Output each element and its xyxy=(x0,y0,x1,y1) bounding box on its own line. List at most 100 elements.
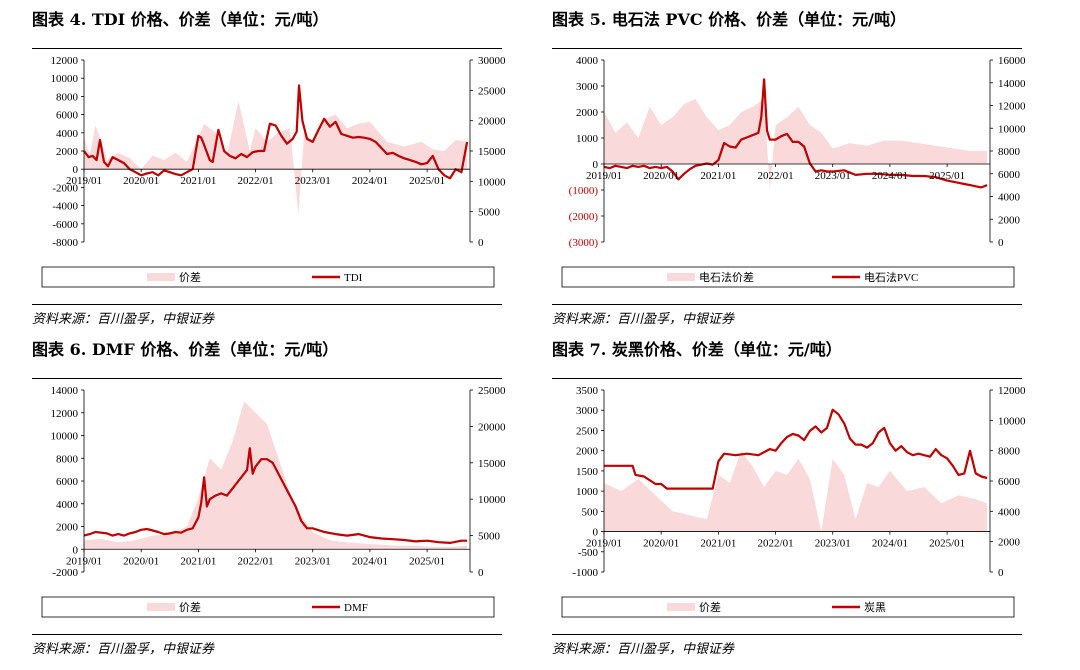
right-axis-tick-label: 0 xyxy=(478,237,484,249)
legend-box xyxy=(41,266,495,288)
source-rule xyxy=(32,634,502,635)
right-axis-tick-label: 4000 xyxy=(998,506,1021,518)
x-axis-tick-label: 2023/01 xyxy=(815,170,851,182)
legend-label: 价差 xyxy=(699,600,721,614)
chart-tdi: 12000 10000 8000 6000 4000 20000 -2000 -4000 -60… xyxy=(41,55,506,288)
x-axis-tick-label: 2020/01 xyxy=(123,175,159,187)
left-axis-tick-label: (1000) xyxy=(569,185,599,197)
x-axis-tick-label: 2024/01 xyxy=(352,175,388,187)
x-axis-tick-label: 2023/01 xyxy=(295,175,331,187)
x-axis-tick-label: 2024/01 xyxy=(352,555,388,567)
left-axis-tick-label: 10000 xyxy=(51,73,79,85)
right-axis-tick-label: 15000 xyxy=(478,458,506,470)
legend-box xyxy=(561,596,1015,618)
x-axis-tick-label: 2025/01 xyxy=(409,175,445,187)
right-axis-tick-label: 8000 xyxy=(998,446,1021,458)
left-axis-tick-label: 4000 xyxy=(56,499,79,511)
right-axis-tick-label: 25000 xyxy=(478,85,506,97)
left-axis-tick-label: 4000 xyxy=(56,128,79,140)
title-rule xyxy=(32,48,502,49)
series-area-0 xyxy=(604,450,988,532)
source-rule xyxy=(552,634,1022,635)
chart-pvc: 40003000200010000(1000)(2000)(3000)16000… xyxy=(561,55,1026,288)
series-area-0 xyxy=(84,100,468,215)
chart-panel-tdi: 图表 4. TDI 价格、价差（单位：元/吨） 12000 10000 8000 60… xyxy=(32,10,512,340)
right-axis-tick-label: 10000 xyxy=(478,176,506,188)
source-note: 资料来源：百川盈孚，中银证券 xyxy=(32,312,215,327)
left-axis-tick-label: 12000 xyxy=(51,408,79,420)
x-axis-tick-label: 2020/01 xyxy=(123,555,159,567)
left-axis-tick-label: (3000) xyxy=(569,237,599,249)
right-axis-tick-label: 20000 xyxy=(478,116,506,128)
right-axis-tick-label: 14000 xyxy=(998,78,1026,90)
x-axis-tick-label: 2019/01 xyxy=(586,538,622,550)
chart-panel-carbon-black: 图表 7. 炭黑价格、价差（单位：元/吨） 3500 3000 2500 2000 15… xyxy=(552,340,1032,670)
right-axis-tick-label: 0 xyxy=(478,567,484,579)
left-axis-tick-label: 14000 xyxy=(51,385,79,397)
series-line-1 xyxy=(83,84,469,180)
source-note: 资料来源：百川盈孚，中银证券 xyxy=(552,312,735,327)
legend-label: 价差 xyxy=(179,270,201,284)
left-axis-tick-label: 3000 xyxy=(576,405,599,417)
right-axis-tick-label: 2000 xyxy=(998,214,1021,226)
left-axis-tick-label: -500 xyxy=(578,547,599,559)
x-axis-tick-label: 2022/01 xyxy=(758,538,794,550)
right-axis-tick-label: 8000 xyxy=(998,146,1021,158)
left-axis-tick-label: 6000 xyxy=(56,110,79,122)
left-axis-tick-label: 12000 xyxy=(51,55,79,67)
left-axis-tick-label: 8000 xyxy=(56,453,79,465)
left-axis-tick-label: 1000 xyxy=(576,486,599,498)
right-axis-tick-label: 5000 xyxy=(478,531,501,543)
left-axis-tick-label: -6000 xyxy=(52,219,78,231)
series-line-1 xyxy=(83,447,468,544)
left-axis-tick-label: -8000 xyxy=(52,237,78,249)
right-axis-tick-label: 10000 xyxy=(998,415,1026,427)
chart-panel-pvc: 图表 5. 电石法 PVC 价格、价差（单位：元/吨） 4000 3000 2000… xyxy=(552,10,1032,340)
x-axis-tick-label: 2021/01 xyxy=(700,538,736,550)
left-axis-tick-label: -4000 xyxy=(52,201,78,213)
legend-swatch-area xyxy=(147,603,175,611)
right-axis-tick-label: 0 xyxy=(998,567,1004,579)
series-line-1 xyxy=(603,78,988,189)
right-axis-tick-label: 2000 xyxy=(998,537,1021,549)
left-axis-tick-label: 0 xyxy=(73,544,79,556)
x-axis-tick-label: 2022/01 xyxy=(758,170,794,182)
legend-swatch-area xyxy=(667,273,695,281)
legend-box xyxy=(41,596,495,618)
right-axis-tick-label: 15000 xyxy=(478,146,506,158)
left-axis-tick-label: -2000 xyxy=(52,182,78,194)
left-axis-tick-label: 500 xyxy=(582,506,599,518)
left-axis-tick-label: 3000 xyxy=(576,81,599,93)
right-axis-tick-label: 12000 xyxy=(998,385,1026,397)
left-axis-tick-label: 1500 xyxy=(576,466,599,478)
left-axis-tick-label: -2000 xyxy=(52,567,78,579)
right-axis-tick-label: 10000 xyxy=(998,123,1026,135)
x-axis-tick-label: 2021/01 xyxy=(180,555,216,567)
series-area-0 xyxy=(84,401,468,550)
legend-label: DMF xyxy=(344,602,368,614)
left-axis-tick-label: 1000 xyxy=(576,133,599,145)
right-axis-tick-label: 12000 xyxy=(998,101,1026,113)
series-area-0 xyxy=(604,99,988,190)
left-axis-tick-label: 2000 xyxy=(56,522,79,534)
x-axis-tick-label: 2025/01 xyxy=(929,170,965,182)
title-rule xyxy=(552,378,1022,379)
x-axis-tick-label: 2021/01 xyxy=(180,175,216,187)
legend-label: 价差 xyxy=(179,600,201,614)
right-axis-tick-label: 25000 xyxy=(478,385,506,397)
left-axis-tick-label: 0 xyxy=(73,164,79,176)
x-axis-tick-label: 2025/01 xyxy=(929,538,965,550)
chart-title: 图表 7. 炭黑价格、价差（单位：元/吨） xyxy=(552,340,842,359)
right-axis-tick-label: 20000 xyxy=(478,421,506,433)
legend-label: 炭黑 xyxy=(864,601,886,614)
legend-label: TDI xyxy=(344,272,363,284)
legend-box xyxy=(561,266,1015,288)
x-axis-tick-label: 2023/01 xyxy=(815,538,851,550)
left-axis-tick-label: 6000 xyxy=(56,476,79,488)
x-axis-tick-label: 2019/01 xyxy=(66,555,102,567)
left-axis-tick-label: 8000 xyxy=(56,91,79,103)
left-axis-tick-label: 2000 xyxy=(576,446,599,458)
legend-swatch-area xyxy=(667,603,695,611)
left-axis-tick-label: -1000 xyxy=(572,567,598,579)
chart-title: 图表 5. 电石法 PVC 价格、价差（单位：元/吨） xyxy=(552,10,907,29)
